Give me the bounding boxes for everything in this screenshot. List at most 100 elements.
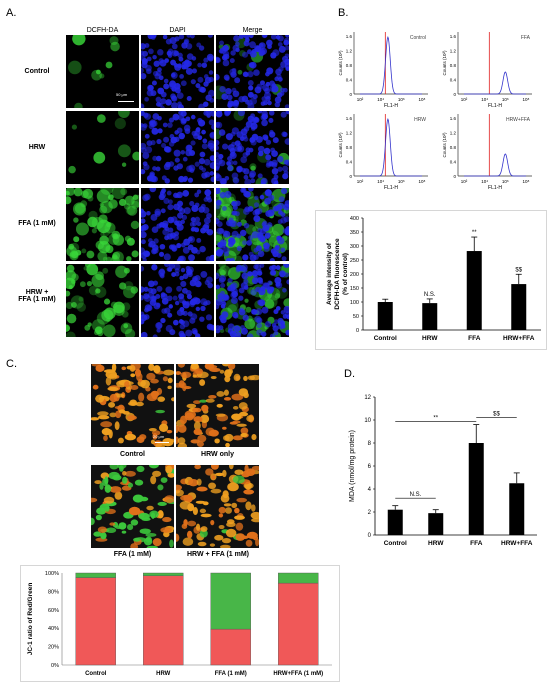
hist-x-tick: 10⁸ (523, 97, 530, 102)
category-label: Control (384, 540, 407, 547)
hist-y-tick: 1.6 (450, 116, 457, 121)
category-label: HRW (428, 540, 444, 547)
jc1-label-ffa: FFA (1 mM) (113, 551, 152, 558)
histogram-curve (464, 153, 526, 177)
jc1-image-control (91, 364, 174, 447)
histogram-curve (464, 71, 526, 95)
bar (387, 509, 403, 535)
bar (466, 251, 482, 330)
y-axis-label: Average intensity of (326, 242, 333, 305)
hist-y-tick: 1.6 (346, 34, 353, 39)
y-tick-label: 400 (350, 216, 359, 222)
hist-y-label: Counts (10³) (442, 132, 447, 158)
scale-bar-a-label: 50 μm (116, 92, 128, 97)
y-tick-label: 40% (48, 626, 59, 632)
row-label-control: Control (24, 68, 50, 75)
row-label-hrw-ffa-line2: FFA (1 mM) (18, 296, 56, 303)
stacked-segment (278, 582, 319, 666)
jc1-image-hrw (176, 364, 259, 447)
panel-label-d: D. (344, 368, 355, 380)
row-label-hrw: HRW (28, 144, 46, 151)
fluorescence-tile (141, 111, 214, 184)
hist-x-tick: 10² (357, 97, 364, 102)
jc1-label-hrw: HRW only (201, 451, 234, 458)
hist-x-tick: 10² (357, 179, 364, 184)
hist-y-label: Counts (10³) (338, 50, 343, 76)
y-tick-label: 50 (353, 314, 359, 320)
hist-x-tick: 10⁶ (502, 179, 509, 184)
mda-bar-chart: 0 2 4 6 8 10 12 MDA (nmol/mg protein) Control HRW… (349, 395, 537, 547)
y-axis-label: MDA (nmol/mg protein) (349, 430, 356, 502)
significance-label: ** (433, 416, 438, 422)
y-tick-label: 80% (48, 589, 59, 595)
hist-y-tick: 0.8 (346, 63, 353, 68)
category-label: HRW+FFA (1 mM) (273, 671, 323, 677)
category-label: HRW (156, 671, 171, 677)
row-label-hrw-ffa: HRW + FFA (1 mM) (12, 289, 62, 303)
panel-label-c: C. (6, 358, 17, 370)
jc1-label-hrw-ffa: HRW + FFA (1 mM) (186, 551, 250, 558)
y-tick-label: 8 (368, 441, 372, 447)
y-tick-label: 0 (368, 533, 372, 539)
fluorescence-tile (141, 264, 214, 337)
jc1-image-ffa (91, 465, 174, 548)
hist-y-tick: 0 (453, 92, 456, 97)
stacked-segment (75, 572, 116, 578)
hist-x-tick: 10⁴ (481, 97, 488, 102)
y-tick-label: 100 (350, 300, 359, 306)
hist-y-tick: 1.2 (450, 131, 457, 136)
stacked-segment (278, 572, 319, 584)
hist-x-label: FL1-H (488, 103, 502, 109)
bar (468, 443, 484, 535)
hist-x-tick: 10⁴ (481, 179, 488, 184)
y-tick-label: 10 (364, 418, 371, 424)
hist-y-tick: 0.4 (450, 78, 457, 83)
category-label: HRW+FFA (503, 335, 535, 342)
histogram-curve (360, 36, 422, 95)
fluorescence-tile (216, 188, 289, 261)
hist-x-tick: 10⁴ (377, 179, 384, 184)
stacked-segment (210, 628, 251, 666)
fluorescence-tile (141, 188, 214, 261)
y-tick-label: 100% (45, 571, 59, 577)
fluorescence-tile (66, 188, 139, 261)
row-label-hrw-ffa-line1: HRW + (25, 289, 49, 296)
category-label: FFA (1 mM) (215, 671, 247, 677)
bar (509, 483, 525, 535)
y-tick-label: 300 (350, 244, 359, 250)
hist-y-tick: 1.2 (450, 49, 457, 54)
hist-x-tick: 10⁶ (502, 97, 509, 102)
y-tick-label: 200 (350, 272, 359, 278)
significance-label: ** (472, 230, 477, 236)
hist-y-tick: 0.4 (346, 160, 353, 165)
hist-y-tick: 1.6 (346, 116, 353, 121)
stacked-segment (143, 572, 184, 576)
fluorescence-tile (66, 111, 139, 184)
hist-y-tick: 0 (349, 92, 352, 97)
column-header-dcfh: DCFH-DA (86, 27, 119, 34)
y-tick-label: 0% (51, 663, 59, 669)
y-tick-label: 6 (368, 464, 372, 470)
scale-bar-c (155, 442, 169, 443)
fluorescence-tile (216, 264, 289, 337)
hist-y-tick: 0.8 (450, 145, 457, 150)
y-tick-label: 350 (350, 230, 359, 236)
hist-x-tick: 10⁶ (398, 179, 405, 184)
column-header-dapi: DAPI (169, 27, 186, 34)
bar (511, 284, 527, 330)
hist-x-tick: 10² (461, 97, 468, 102)
column-header-merge: Merge (242, 27, 263, 34)
hist-y-label: Counts (10³) (442, 50, 447, 76)
y-tick-label: 250 (350, 258, 359, 264)
category-label: FFA (470, 540, 483, 547)
hist-y-tick: 0 (349, 174, 352, 179)
fluorescence-tile (141, 35, 214, 108)
hist-x-tick: 10⁸ (419, 179, 426, 184)
hist-x-tick: 10² (461, 179, 468, 184)
y-tick-label: 0 (356, 328, 359, 334)
hist-title: FFA (521, 35, 531, 41)
fluorescence-tile (66, 35, 139, 108)
hist-x-tick: 10⁸ (523, 179, 530, 184)
hist-title: Control (410, 35, 426, 41)
flow-histograms: 0 0.4 0.8 1.2 1.6 10² 10⁴ 10⁶ 10⁸ FL1-H Counts (10… (338, 32, 532, 191)
